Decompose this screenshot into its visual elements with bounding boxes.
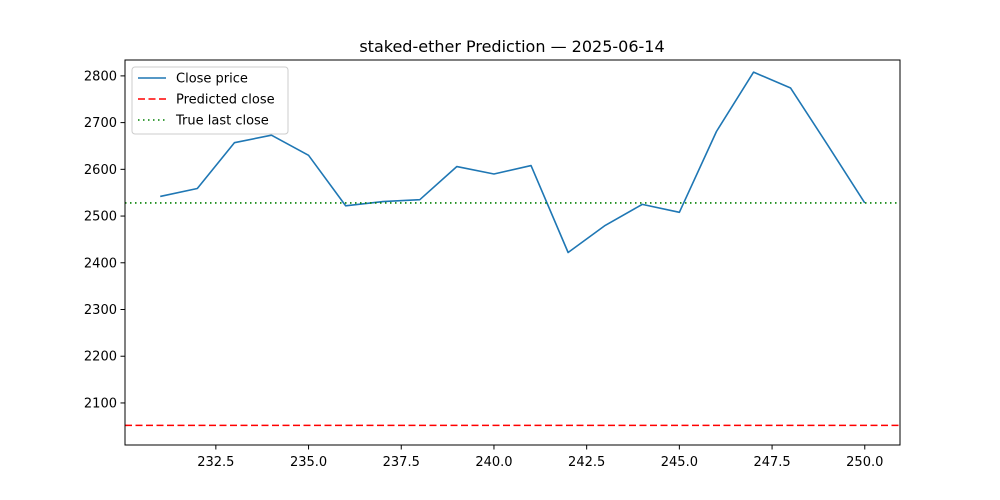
x-tick-label: 235.0 — [290, 455, 327, 470]
legend-label: Close price — [176, 72, 248, 87]
x-tick-label: 245.0 — [661, 455, 698, 470]
legend-label: True last close — [175, 114, 269, 129]
legend-label: Predicted close — [176, 93, 275, 108]
x-tick-label: 232.5 — [197, 455, 234, 470]
y-tick-label: 2400 — [84, 256, 117, 271]
x-axis: 232.5 235.0 237.5 240.0 242.5 245.0 247.5 250.0 — [197, 445, 883, 470]
chart-title: staked-ether Prediction — 2025-06-14 — [359, 37, 664, 56]
x-tick-label: 237.5 — [383, 455, 420, 470]
y-tick-label: 2200 — [84, 350, 117, 365]
axes-frame — [124, 59, 901, 446]
y-tick-label: 2800 — [84, 69, 117, 84]
legend-box — [131, 66, 289, 135]
x-tick-label: 240.0 — [475, 455, 512, 470]
y-tick-label: 2300 — [84, 303, 117, 318]
x-tick-label: 247.5 — [753, 455, 790, 470]
legend: Close price Predicted close True last clos… — [131, 66, 289, 135]
y-axis: 2100 2200 2300 2400 2500 2600 2700 2800 — [84, 69, 125, 411]
y-tick-label: 2600 — [84, 163, 117, 178]
y-tick-label: 2500 — [84, 210, 117, 225]
y-tick-label: 2100 — [84, 396, 117, 411]
x-tick-label: 242.5 — [568, 455, 605, 470]
y-tick-label: 2700 — [84, 116, 117, 131]
x-tick-label: 250.0 — [846, 455, 883, 470]
series-line-close-price — [160, 71, 866, 254]
